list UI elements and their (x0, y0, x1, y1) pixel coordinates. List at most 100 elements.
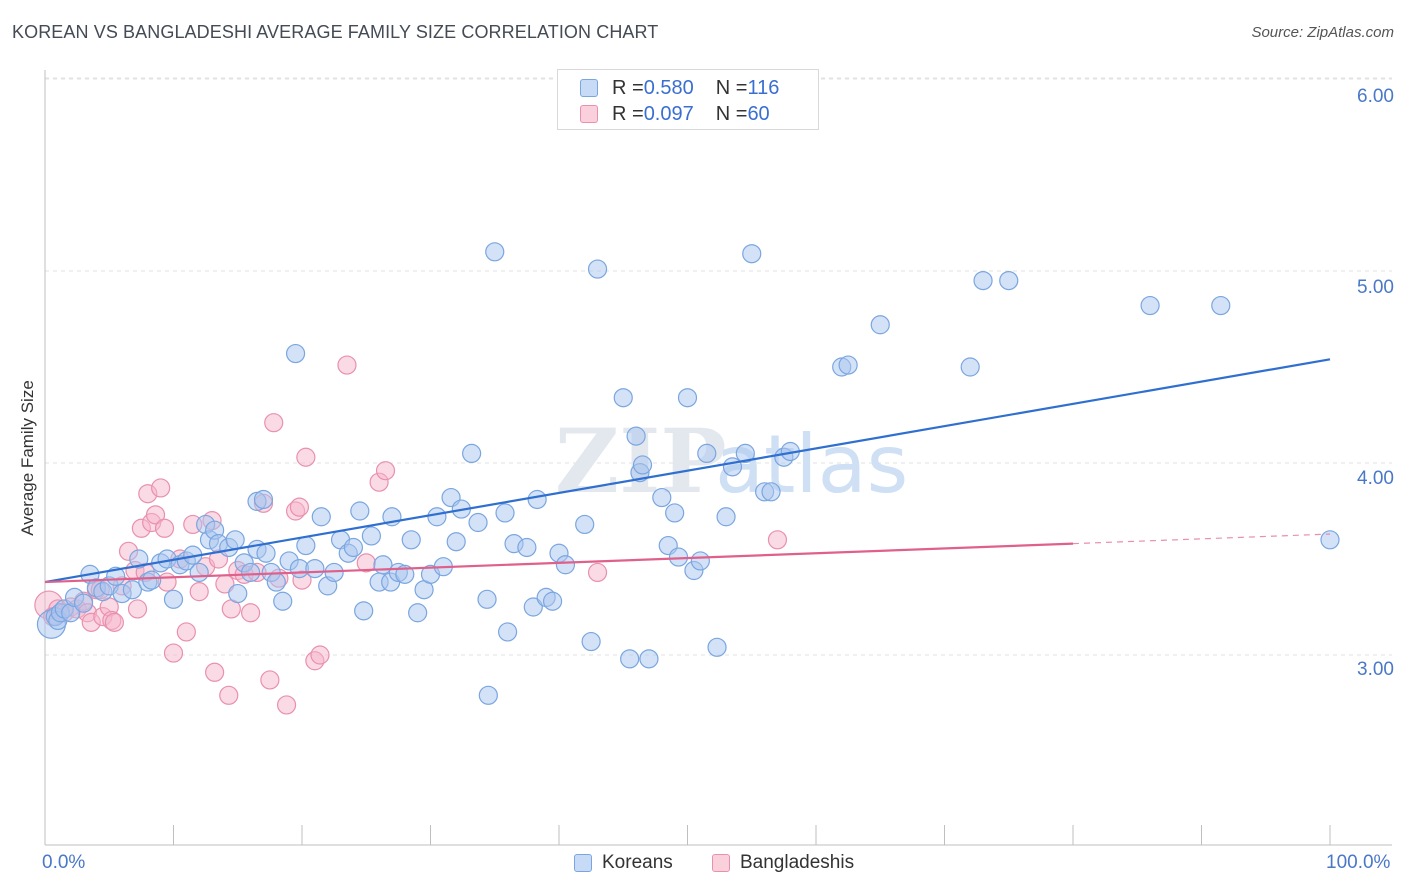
korean-point (1140, 295, 1160, 316)
korean-point (632, 455, 653, 475)
korean-point (581, 631, 601, 652)
legend-swatch-korean (580, 79, 598, 97)
bangladeshi-point (219, 685, 239, 705)
korean-point (690, 551, 710, 571)
korean-point (523, 597, 543, 617)
bangladeshi-point (767, 530, 788, 550)
legend-r-label: R = (612, 102, 644, 125)
bangladeshi-point (375, 461, 396, 481)
korean-point (311, 507, 331, 527)
korean-point (960, 357, 980, 377)
bangladeshi-point (587, 562, 608, 583)
chart-title: KOREAN VS BANGLADESHI AVERAGE FAMILY SIZ… (12, 22, 659, 42)
bangladeshi-point (145, 505, 166, 525)
bangladeshi-point (127, 599, 148, 619)
bangladeshi-point (176, 622, 196, 642)
korean-point (498, 622, 518, 642)
korean-point (478, 685, 498, 705)
y-tick-label: 3.00 (1357, 659, 1394, 680)
bangladeshi-point (289, 497, 310, 517)
bangladeshi-point (276, 695, 297, 715)
korean-point (241, 562, 261, 583)
y-axis-label: Average Family Size (18, 380, 37, 536)
y-tick-label: 6.00 (1357, 86, 1394, 107)
korean-point (639, 649, 659, 669)
korean-point (273, 591, 293, 611)
korean-point (1211, 295, 1231, 316)
korean-point (722, 457, 743, 477)
korean-point (468, 512, 488, 533)
bottom-legend-koreans: Koreans (574, 852, 673, 874)
source-label: Source: ZipAtlas.com (1251, 24, 1394, 41)
bottom-legend-bangladeshis: Bangladeshis (712, 852, 854, 874)
bangladeshi-point (310, 645, 330, 665)
korean-point (253, 489, 274, 510)
korean-point (361, 526, 381, 546)
korean-point (838, 355, 858, 375)
bottom-legend-swatch-bangladeshi (712, 854, 730, 872)
korean-point (408, 603, 428, 623)
trend-lines (44, 358, 1331, 584)
korean-point (285, 343, 306, 364)
legend-row-koreans: R = 0.580 N = 116 (580, 75, 779, 101)
svg-text:atlas: atlas (715, 418, 908, 511)
legend-n-label: N = (715, 76, 748, 99)
korean-point (587, 259, 608, 279)
x-tick-label: 0.0% (42, 852, 86, 873)
korean-point (707, 637, 727, 657)
korean-point (401, 530, 421, 550)
korean-point (106, 566, 126, 586)
x-tick-label: 100.0% (1326, 852, 1391, 873)
legend-swatch-bangladeshi (580, 105, 598, 123)
korean-point (129, 549, 149, 569)
korean-point (305, 558, 325, 579)
korean-point (256, 543, 276, 563)
legend-n-value: 116 (747, 76, 780, 99)
korean-point (495, 503, 515, 523)
korean-point (350, 501, 370, 521)
bottom-legend-swatch-korean (574, 854, 592, 872)
korean-point (142, 570, 162, 590)
legend-n-label: N = (715, 102, 748, 125)
korean-point (446, 532, 466, 552)
bangladeshi-point (104, 612, 124, 632)
legend-row-bangladeshis: R = 0.097 N = 60 (580, 101, 770, 127)
korean-points (36, 242, 1340, 705)
legend-r-value: 0.580 (643, 76, 694, 99)
korean-point (296, 535, 316, 556)
bangladeshi-point (189, 582, 209, 602)
korean-point (742, 244, 762, 264)
bangladeshi-point (260, 670, 280, 690)
korean-point (1320, 530, 1340, 550)
korean-point (761, 482, 781, 502)
korean-point (427, 507, 447, 527)
korean-point (626, 426, 646, 446)
korean-point (189, 562, 209, 583)
bangladeshi-point (241, 603, 261, 623)
korean-point (575, 514, 595, 535)
korean-point (697, 443, 717, 463)
korean-point (228, 583, 248, 604)
korean-point (542, 591, 563, 611)
bangladeshi-point (337, 355, 357, 375)
korean-point (870, 315, 890, 335)
legend-r-label: R = (612, 76, 644, 99)
korean-point (73, 593, 94, 613)
korean-point (677, 388, 698, 408)
bangladeshi-point (154, 518, 175, 538)
korean-point (225, 530, 245, 550)
korean-trend-line (44, 358, 1331, 584)
korean-point (665, 503, 685, 523)
legend-r-value: 0.097 (643, 102, 694, 125)
bangladeshi-point (151, 478, 171, 498)
bangladeshi-point (296, 447, 316, 467)
legend-n-value: 60 (747, 102, 770, 125)
korean-point (163, 589, 184, 609)
y-tick-label: 4.00 (1357, 468, 1394, 489)
y-tick-label: 5.00 (1357, 277, 1394, 298)
bottom-legend-label: Bangladeshis (740, 852, 855, 873)
korean-point (652, 487, 672, 508)
korean-point (485, 242, 505, 262)
korean-point (343, 537, 363, 558)
